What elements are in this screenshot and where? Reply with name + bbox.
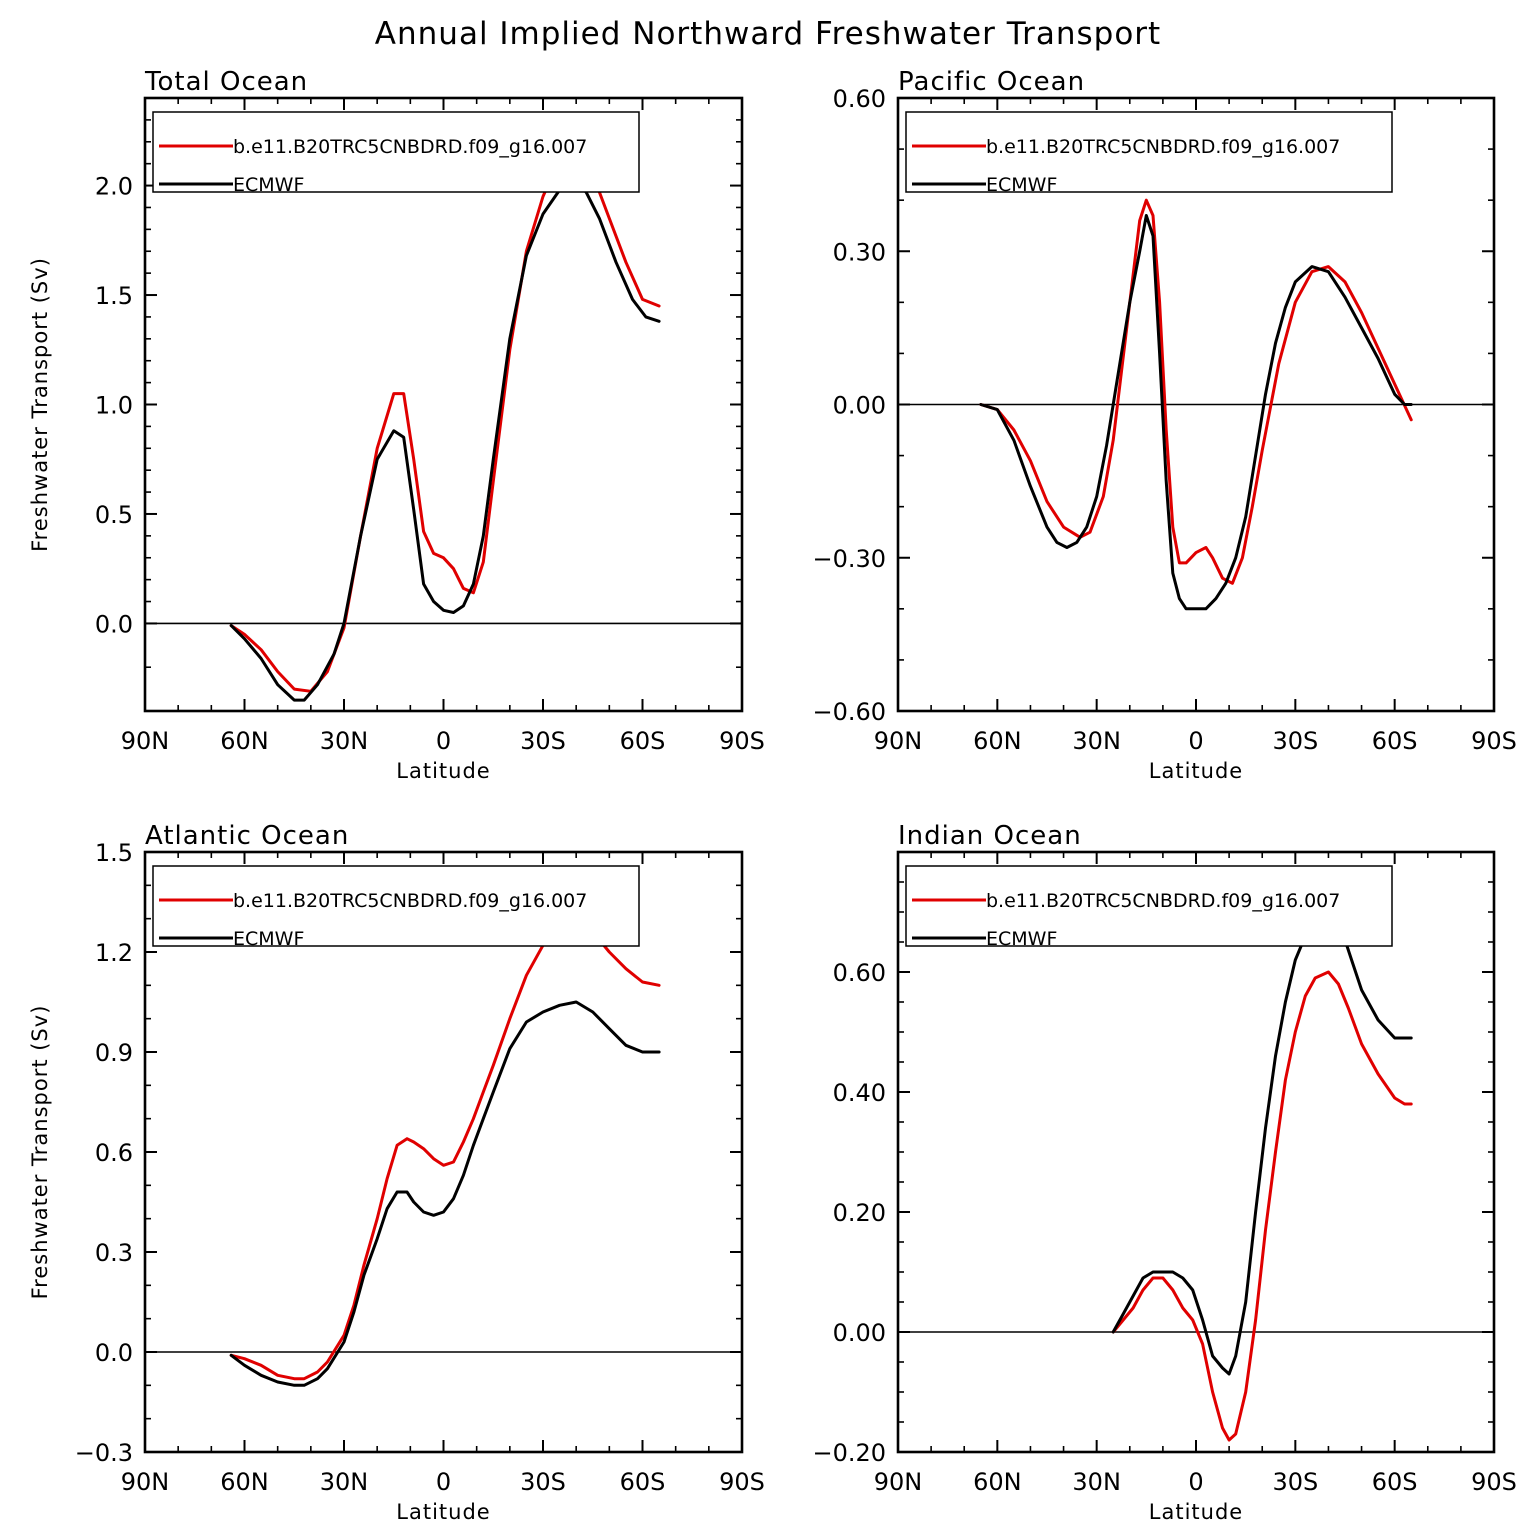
- x-tick-label: 60N: [973, 727, 1022, 755]
- y-tick-label: 0.30: [833, 238, 886, 266]
- y-tick-label: 0.20: [833, 1199, 886, 1227]
- legend: b.e11.B20TRC5CNBDRD.f09_g16.007 ECMWF: [152, 865, 640, 950]
- x-tick-label: 30S: [520, 727, 566, 755]
- panel-title: Indian Ocean: [898, 821, 1082, 851]
- panel-2: Pacific Ocean 90N 60N 30N 0 30S 60S 90S −0.60 −0.…: [812, 67, 1516, 783]
- x-tick-label: 90N: [121, 1468, 170, 1496]
- x-tick-label: 0: [1188, 727, 1203, 755]
- x-tick-label: 60N: [220, 1468, 269, 1496]
- y-tick-label: 0.60: [833, 85, 886, 113]
- x-tick-label: 30N: [320, 727, 369, 755]
- panel-3: Atlantic Ocean 90N 60N 30N 0 30S 60S 90S −0.3 0.0…: [28, 821, 765, 1524]
- x-tick-label: 60S: [620, 1468, 666, 1496]
- y-tick-label: 0.40: [833, 1079, 886, 1107]
- x-tick-label: 30N: [1072, 727, 1121, 755]
- x-tick-label: 60S: [1372, 1468, 1418, 1496]
- y-tick-label: 0.60: [833, 959, 886, 987]
- x-tick-label: 60N: [220, 727, 269, 755]
- y-tick-label: 2.0: [95, 173, 133, 201]
- y-tick-label: 1.5: [95, 839, 133, 867]
- legend-label: ECMWF: [233, 928, 304, 950]
- legend-box: [152, 111, 640, 193]
- x-tick-label: 30N: [1072, 1468, 1121, 1496]
- y-tick-label: 1.5: [95, 282, 133, 310]
- x-tick-label: 30S: [520, 1468, 566, 1496]
- y-tick-label: −0.30: [812, 545, 886, 573]
- legend-box: [905, 865, 1393, 947]
- y-tick-label: −0.3: [75, 1439, 133, 1467]
- x-axis-label: Latitude: [1149, 1500, 1243, 1524]
- y-tick-label: 1.2: [95, 939, 133, 967]
- x-tick-label: 60N: [973, 1468, 1022, 1496]
- legend-label: b.e11.B20TRC5CNBDRD.f09_g16.007: [986, 890, 1340, 912]
- model-series-line: [979, 198, 1413, 585]
- x-tick-label: 0: [1188, 1468, 1203, 1496]
- legend-label: ECMWF: [986, 928, 1057, 950]
- panel-title: Pacific Ocean: [898, 67, 1085, 97]
- x-tick-label: 30N: [320, 1468, 369, 1496]
- x-tick-label: 60S: [1372, 727, 1418, 755]
- x-tick-label: 0: [436, 1468, 451, 1496]
- x-tick-label: 90S: [719, 1468, 765, 1496]
- legend: b.e11.B20TRC5CNBDRD.f09_g16.007 ECMWF: [905, 111, 1393, 196]
- x-tick-label: 90N: [874, 1468, 923, 1496]
- legend-label: ECMWF: [986, 174, 1057, 196]
- x-tick-label: 90S: [1471, 727, 1517, 755]
- panel-4: Indian Ocean 90N 60N 30N 0 30S 60S 90S −0.20 0.00…: [812, 821, 1516, 1524]
- legend: b.e11.B20TRC5CNBDRD.f09_g16.007 ECMWF: [152, 111, 640, 196]
- y-tick-label: 0.00: [833, 1319, 886, 1347]
- y-tick-label: −0.20: [812, 1439, 886, 1467]
- x-tick-label: 90S: [1471, 1468, 1517, 1496]
- legend-label: ECMWF: [233, 174, 304, 196]
- legend-label: b.e11.B20TRC5CNBDRD.f09_g16.007: [233, 890, 587, 912]
- panel-title: Atlantic Ocean: [145, 821, 349, 851]
- y-tick-label: 0.6: [95, 1139, 133, 1167]
- model-series-line: [1111, 970, 1413, 1442]
- x-axis-label: Latitude: [396, 759, 490, 783]
- ecmwf-series-line: [979, 214, 1413, 611]
- legend-label: b.e11.B20TRC5CNBDRD.f09_g16.007: [986, 136, 1340, 158]
- y-tick-label: 1.0: [95, 392, 133, 420]
- y-tick-label: −0.60: [812, 698, 886, 726]
- ecmwf-series-line: [229, 1000, 661, 1387]
- y-axis-label: Freshwater Transport (Sv): [28, 1005, 52, 1300]
- model-series-line: [229, 920, 661, 1381]
- ecmwf-series-line: [1111, 910, 1413, 1376]
- y-axis-label: Freshwater Transport (Sv): [28, 257, 52, 552]
- chart-panels: Total Ocean 90N 60N 30N 0 30S 60S 90S 0.0 0.5 1.0 1…: [28, 67, 1517, 1524]
- panel-title: Total Ocean: [144, 67, 308, 97]
- y-tick-label: 0.0: [95, 1339, 133, 1367]
- y-tick-label: 0.0: [95, 610, 133, 638]
- ecmwf-series-line: [229, 181, 661, 702]
- x-tick-label: 60S: [620, 727, 666, 755]
- x-tick-label: 90S: [719, 727, 765, 755]
- legend: b.e11.B20TRC5CNBDRD.f09_g16.007 ECMWF: [905, 865, 1393, 950]
- x-tick-label: 30S: [1272, 1468, 1318, 1496]
- y-tick-label: 0.9: [95, 1039, 133, 1067]
- x-tick-label: 30S: [1272, 727, 1318, 755]
- x-tick-label: 90N: [874, 727, 923, 755]
- x-tick-label: 0: [436, 727, 451, 755]
- x-axis-label: Latitude: [396, 1500, 490, 1524]
- x-axis-label: Latitude: [1149, 759, 1243, 783]
- y-tick-label: 0.3: [95, 1239, 133, 1267]
- legend-box: [905, 111, 1393, 193]
- legend-box: [152, 865, 640, 947]
- x-tick-label: 90N: [121, 727, 170, 755]
- y-tick-label: 0.00: [833, 392, 886, 420]
- y-tick-label: 0.5: [95, 501, 133, 529]
- legend-label: b.e11.B20TRC5CNBDRD.f09_g16.007: [233, 136, 587, 158]
- figure-title: Annual Implied Northward Freshwater Tran…: [375, 16, 1161, 52]
- panel-1: Total Ocean 90N 60N 30N 0 30S 60S 90S 0.0 0.5 1.0 1…: [28, 67, 765, 783]
